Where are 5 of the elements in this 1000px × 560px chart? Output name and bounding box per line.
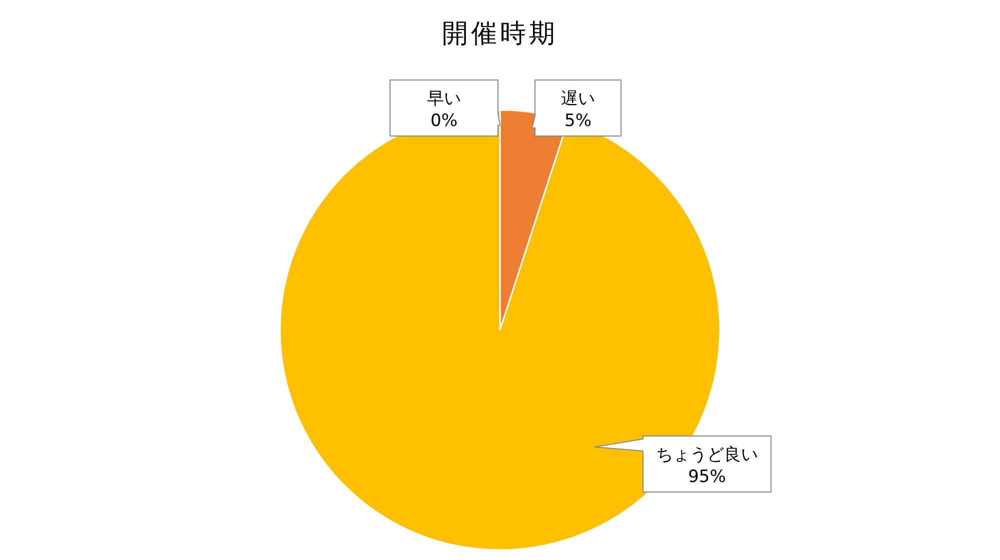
data-label: 95%: [688, 467, 726, 487]
slice-label: ちょうど良い: [656, 445, 758, 465]
chart-title: 開催時期: [442, 19, 558, 49]
slice-label: 遅い: [561, 89, 595, 109]
data-label: 5%: [564, 111, 592, 131]
